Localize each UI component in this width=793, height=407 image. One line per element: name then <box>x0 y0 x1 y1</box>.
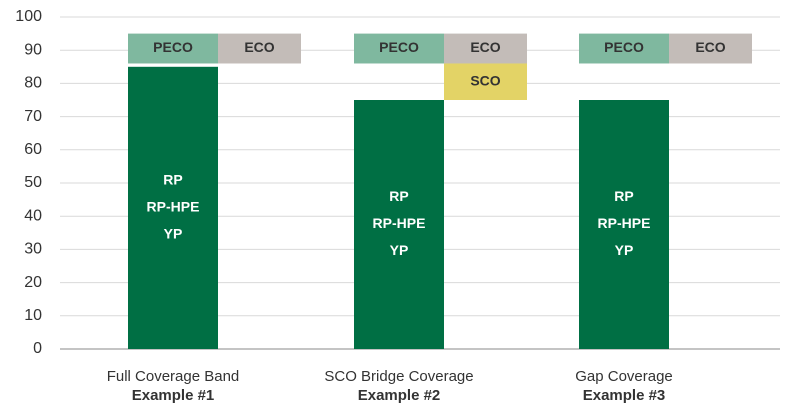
y-tick-label: 60 <box>24 141 42 158</box>
y-tick-label: 50 <box>24 174 42 191</box>
segment-label: ECO <box>695 39 725 55</box>
segment-label: YP <box>390 242 409 258</box>
bar-segment <box>579 33 669 64</box>
bar-segment <box>579 100 669 349</box>
segment-label: PECO <box>153 39 193 55</box>
segment-label: RP-HPE <box>373 215 426 231</box>
segment-label: RP <box>163 172 182 188</box>
bar-segment <box>444 63 527 100</box>
segment-label: ECO <box>244 39 274 55</box>
segment-label: SCO <box>470 72 500 88</box>
bar-segment <box>354 33 444 64</box>
bar-segment <box>354 100 444 349</box>
bar-segment <box>128 33 218 64</box>
segment-label: ECO <box>470 39 500 55</box>
segment-label: YP <box>615 242 634 258</box>
bar-segment <box>128 66 218 350</box>
y-tick-label: 90 <box>24 41 42 58</box>
x-tick-sublabel: Example #1 <box>132 387 215 404</box>
y-tick-label: 10 <box>24 307 42 324</box>
segment-label: RP-HPE <box>598 215 651 231</box>
x-tick-sublabel: Example #3 <box>583 387 666 404</box>
y-tick-label: 100 <box>15 8 42 25</box>
x-tick-label: Full Coverage Band <box>107 368 240 385</box>
segment-label: RP <box>389 188 408 204</box>
bar-segment <box>218 33 301 64</box>
x-tick-label: SCO Bridge Coverage <box>324 368 473 385</box>
segment-label: RP <box>614 188 633 204</box>
y-tick-label: 40 <box>24 207 42 224</box>
y-tick-label: 0 <box>33 340 42 357</box>
segment-label: PECO <box>379 39 419 55</box>
y-tick-label: 20 <box>24 274 42 291</box>
bar-segment <box>669 33 752 64</box>
segment-label: RP-HPE <box>147 199 200 215</box>
y-tick-label: 80 <box>24 75 42 92</box>
x-tick-label: Gap Coverage <box>575 368 673 385</box>
y-tick-label: 70 <box>24 108 42 125</box>
y-tick-label: 30 <box>24 241 42 258</box>
segment-label: YP <box>164 226 183 242</box>
segment-label: PECO <box>604 39 644 55</box>
bar-segment <box>444 33 527 64</box>
x-tick-sublabel: Example #2 <box>358 387 441 404</box>
